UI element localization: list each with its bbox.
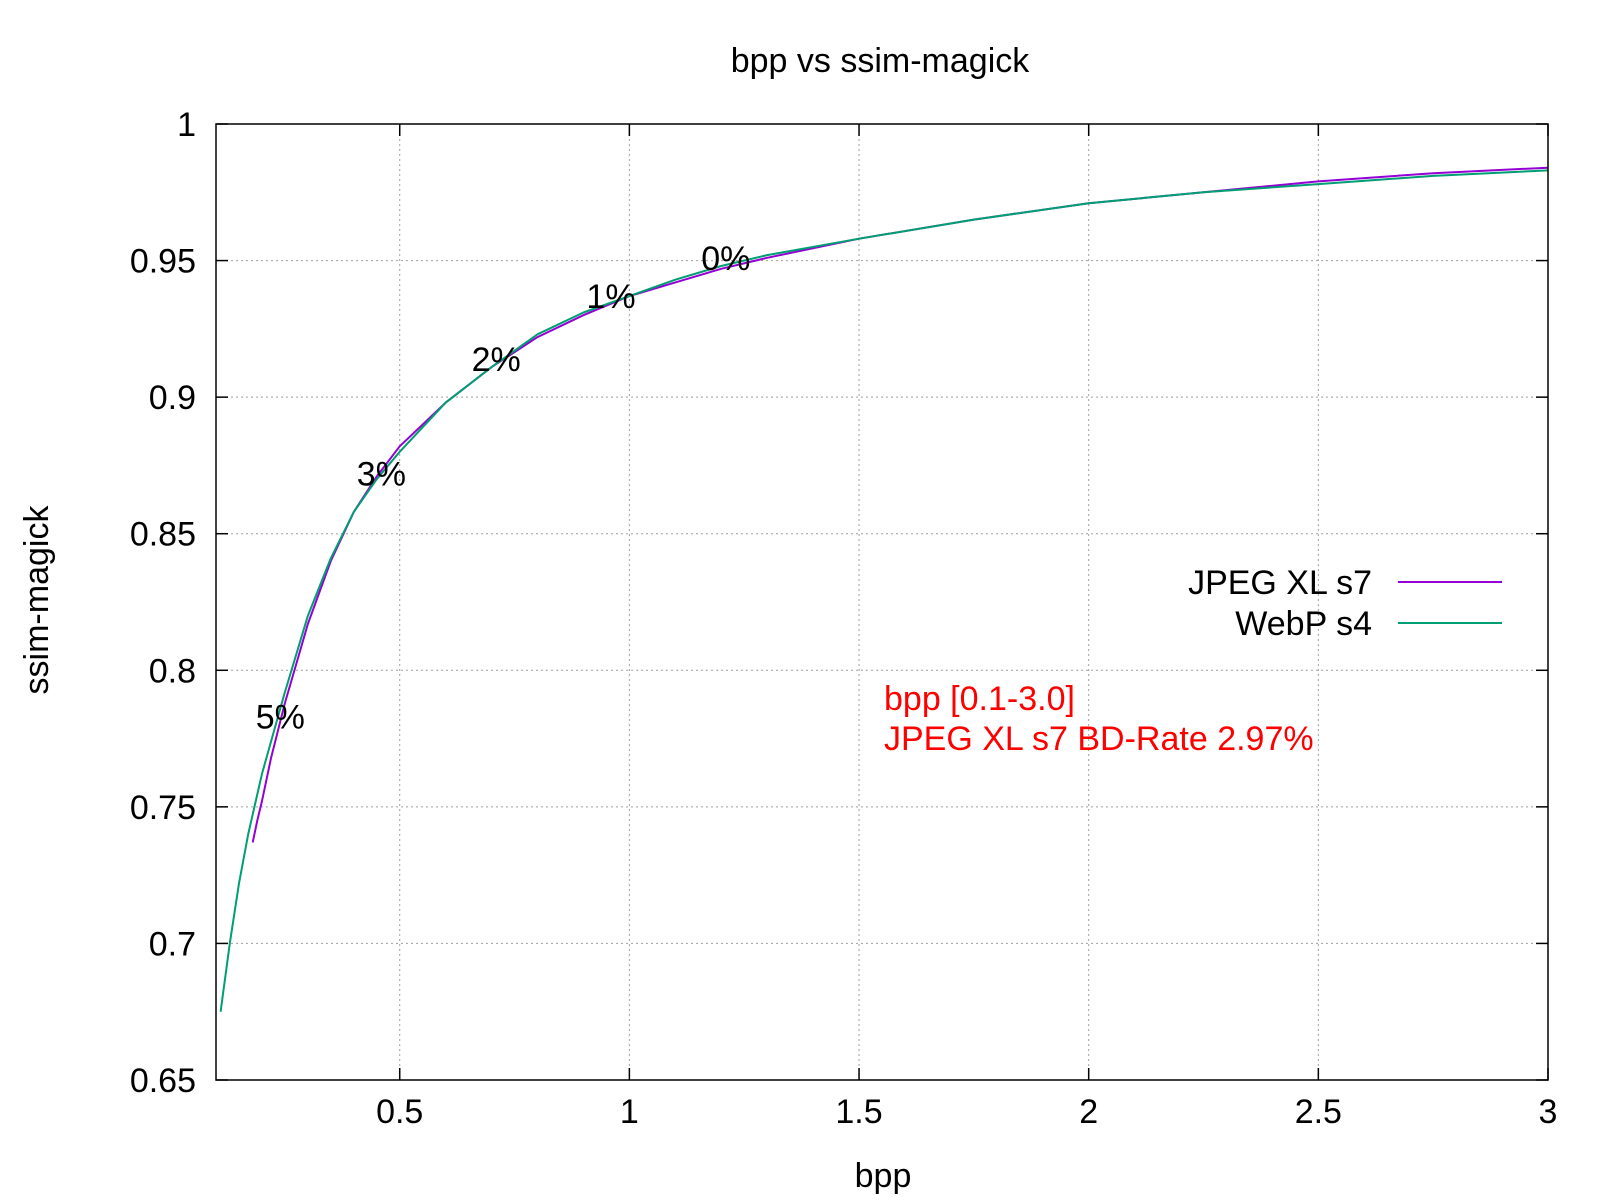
ticks: 0.65 0.7 0.75 0.8 0.85 0.9 0.95 1 0.5 1 1.5 2 2.5 3 [130,106,1558,1131]
y-tick-label: 0.7 [149,925,196,963]
gridlines [216,124,1548,1080]
annotation-line-1: JPEG XL s7 BD-Rate 2.97% [884,720,1314,758]
y-tick-label: 0.65 [130,1062,196,1100]
percent-label: 0% [701,240,750,278]
y-tick-label: 1 [177,106,196,144]
y-tick-label: 0.95 [130,243,196,281]
y-tick-label: 0.9 [149,379,196,417]
bd-rate-annotation: bpp [0.1-3.0]JPEG XL s7 BD-Rate 2.97% [884,680,1314,758]
y-axis-label: ssim-magick [18,505,56,695]
x-tick-label: 1 [620,1093,639,1131]
percent-labels: 5% 3% 2% 1% 0% [256,240,751,737]
x-axis-label: bpp [855,1157,912,1195]
y-tick-label: 0.75 [130,789,196,827]
y-tick-label: 0.85 [130,516,196,554]
legend-label-1: WebP s4 [1235,605,1372,643]
x-tick-label: 2.5 [1295,1093,1342,1131]
chart-title: bpp vs ssim-magick [731,42,1031,80]
series-lines [219,166,1549,1012]
percent-label: 5% [256,699,305,737]
annotation-line-0: bpp [0.1-3.0] [884,680,1075,718]
legend-label-0: JPEG XL s7 [1188,564,1372,602]
percent-label: 3% [357,456,406,494]
x-tick-label: 0.5 [376,1093,423,1131]
y-tick-label: 0.8 [149,652,196,690]
x-tick-label: 2 [1079,1093,1098,1131]
x-tick-label: 3 [1539,1093,1558,1131]
percent-label: 1% [586,278,635,316]
x-tick-label: 1.5 [835,1093,882,1131]
series-line-1 [219,169,1549,1012]
percent-label: 2% [472,341,521,379]
plot-frame [215,123,1549,1081]
